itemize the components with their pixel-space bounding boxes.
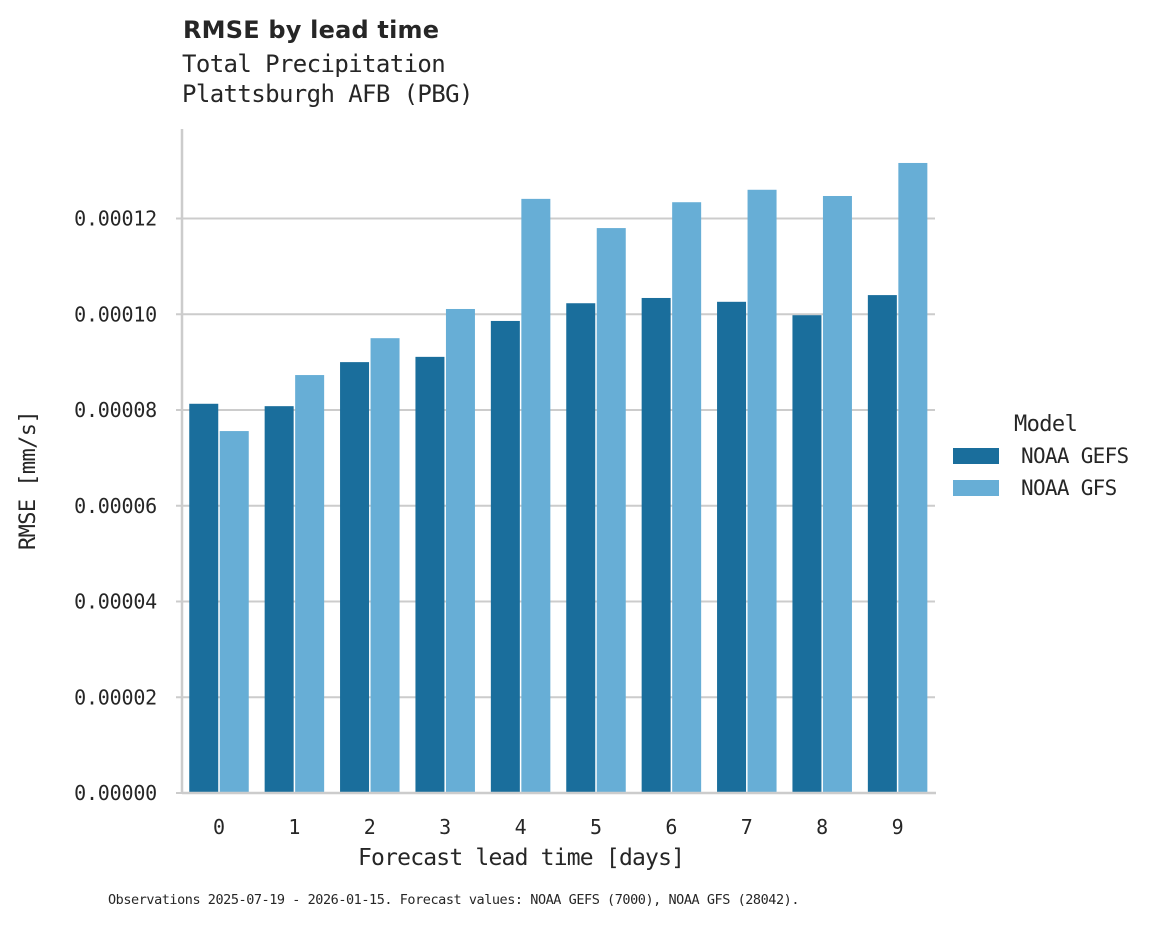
bar-gefs [641, 297, 671, 793]
x-tick-label: 6 [665, 815, 677, 839]
x-tick-label: 9 [892, 815, 904, 839]
x-axis-label: Forecast lead time [days] [358, 845, 685, 871]
bar-gfs [521, 198, 551, 794]
x-tick-label: 5 [590, 815, 602, 839]
y-axis-label: RMSE [mm/s] [16, 410, 41, 550]
x-tick-label: 0 [213, 815, 225, 839]
y-axis-ticks: 0.00000 0.00002 0.00004 0.00006 0.00008 0.000… [74, 207, 157, 806]
x-tick-label: 1 [288, 815, 300, 839]
bar-gefs [415, 356, 445, 793]
x-tick-label: 3 [439, 815, 451, 839]
legend-label: NOAA GFS [1021, 476, 1117, 500]
bar-gefs [717, 301, 747, 793]
footer-note: Observations 2025-07-19 - 2026-01-15. Fo… [108, 892, 799, 908]
legend-title: Model [1014, 412, 1078, 437]
bar-gefs [189, 403, 219, 793]
y-tick-label: 0.00006 [74, 494, 157, 518]
legend-swatch-gefs [953, 448, 999, 464]
y-tick-label: 0.00010 [74, 302, 157, 326]
x-tick-label: 8 [816, 815, 828, 839]
legend-item-gfs: NOAA GFS [953, 475, 1129, 501]
legend-swatch-gfs [953, 480, 999, 496]
bar-gfs [822, 195, 852, 793]
chart-subtitle-station: Plattsburgh AFB (PBG) [182, 80, 473, 108]
y-tick-label: 0.00002 [74, 685, 157, 709]
bar-gfs [747, 189, 777, 793]
x-axis-ticks: 0 1 2 3 4 5 6 7 8 9 [213, 815, 904, 839]
y-tick-label: 0.00004 [74, 590, 157, 614]
bar-gefs [340, 362, 370, 793]
bar-gefs [792, 315, 822, 793]
bar-gfs [445, 308, 475, 793]
legend-label: NOAA GEFS [1021, 444, 1129, 468]
y-tick-label: 0.00008 [74, 398, 157, 422]
bar-gefs [490, 320, 520, 793]
y-tick-label: 0.00012 [74, 207, 157, 231]
bar-gefs [264, 406, 294, 793]
bar-gfs [898, 162, 928, 794]
bar-gfs [672, 202, 702, 793]
y-tick-label: 0.00000 [74, 781, 157, 805]
x-tick-label: 2 [364, 815, 376, 839]
legend: Model NOAA GEFS NOAA GFS [953, 412, 1129, 501]
bar-gfs [370, 338, 400, 793]
axes [180, 129, 936, 795]
chart-title: RMSE by lead time [183, 16, 440, 44]
chart-subtitle-variable: Total Precipitation [182, 50, 446, 78]
bar-gefs [867, 295, 897, 793]
x-tick-label: 4 [515, 815, 527, 839]
bars [189, 162, 928, 794]
bar-gfs [219, 431, 249, 793]
bar-gefs [566, 303, 596, 793]
x-tick-label: 7 [741, 815, 753, 839]
bar-gfs [295, 375, 325, 793]
bar-gfs [596, 228, 626, 793]
legend-item-gefs: NOAA GEFS [953, 443, 1129, 469]
